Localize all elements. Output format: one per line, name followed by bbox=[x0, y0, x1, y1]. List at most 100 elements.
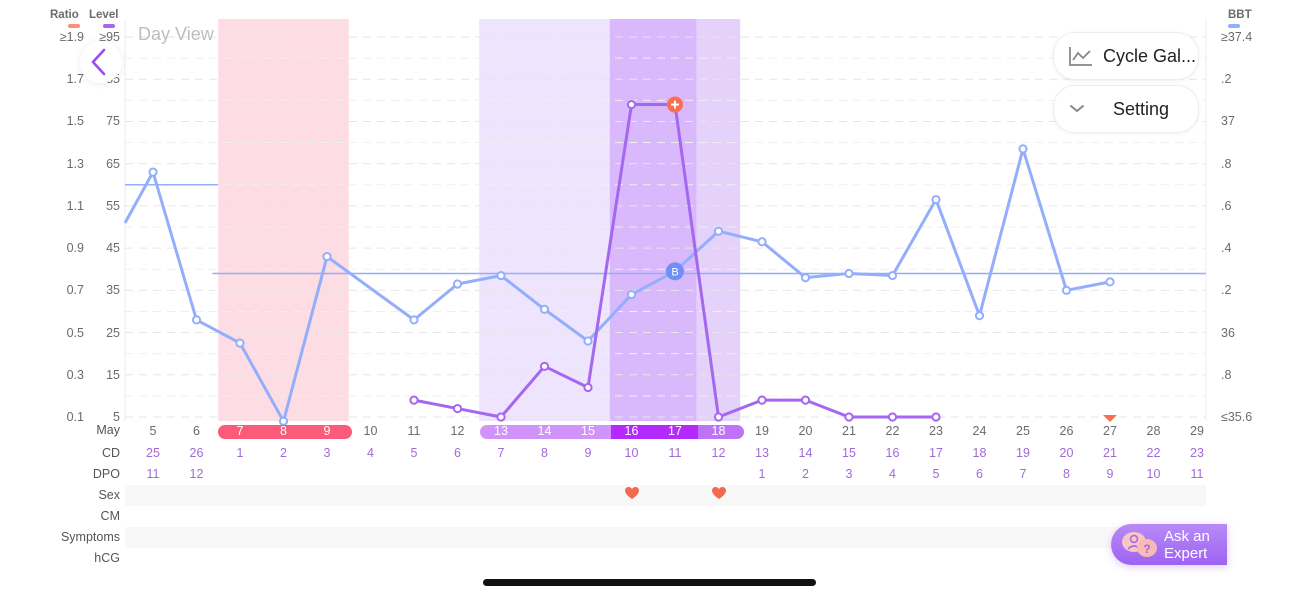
bbt-axis-title: BBT bbox=[1228, 9, 1252, 21]
date-cell[interactable]: 15 bbox=[581, 424, 595, 438]
date-cell[interactable]: 24 bbox=[972, 424, 987, 438]
bbt-point[interactable] bbox=[1105, 277, 1115, 287]
bbt-point[interactable] bbox=[322, 251, 332, 262]
date-cell[interactable]: 19 bbox=[755, 424, 769, 438]
bbt-point[interactable] bbox=[452, 279, 463, 289]
lh-point[interactable] bbox=[496, 412, 506, 422]
date-cell[interactable]: 18 bbox=[711, 424, 726, 438]
date-cell[interactable]: 23 bbox=[929, 424, 943, 438]
month-label: May bbox=[96, 423, 120, 437]
bbt-point[interactable] bbox=[844, 268, 854, 279]
date-cell[interactable]: 5 bbox=[149, 424, 157, 438]
lh-point[interactable] bbox=[757, 395, 767, 405]
date-cell[interactable]: 17 bbox=[668, 424, 682, 438]
bbt-point[interactable] bbox=[713, 226, 724, 236]
symptoms-label: Symptoms bbox=[60, 530, 120, 544]
svg-text:B: B bbox=[671, 266, 678, 278]
bbt-tick-label: ≥37.4 bbox=[1221, 30, 1253, 44]
level-axis-title: Level bbox=[89, 9, 119, 21]
date-cell[interactable]: 12 bbox=[450, 424, 465, 438]
date-cell[interactable]: 25 bbox=[1016, 424, 1030, 438]
bbt-point[interactable] bbox=[235, 338, 245, 348]
date-cell[interactable]: 10 bbox=[363, 424, 378, 438]
ask-expert-button[interactable]: ? Ask an Expert bbox=[1111, 524, 1227, 565]
dpo-cell: 6 bbox=[976, 467, 983, 481]
cycle-day-cell: 7 bbox=[497, 446, 505, 460]
bbt-point[interactable] bbox=[800, 273, 811, 283]
bbt-point[interactable] bbox=[496, 270, 506, 281]
ratio-tick-label: 0.9 bbox=[66, 241, 84, 256]
chat-bubbles-icon: ? bbox=[1122, 532, 1157, 557]
bbt-point[interactable] bbox=[539, 304, 550, 314]
lh-point[interactable] bbox=[713, 412, 724, 422]
bbt-point[interactable] bbox=[583, 336, 593, 346]
bbt-point[interactable] bbox=[757, 237, 767, 247]
lh-peak-marker[interactable] bbox=[667, 96, 683, 113]
lh-point[interactable] bbox=[409, 395, 419, 405]
lh-point[interactable] bbox=[583, 382, 593, 393]
lh-point[interactable] bbox=[931, 412, 941, 422]
back-button[interactable] bbox=[80, 41, 122, 83]
lh-point[interactable] bbox=[539, 361, 550, 371]
cycle-day-cell: 10 bbox=[624, 446, 639, 460]
dpo-label: DPO bbox=[92, 467, 120, 481]
date-cell[interactable]: 6 bbox=[193, 424, 200, 438]
date-cell[interactable]: 13 bbox=[494, 424, 508, 438]
dpo-cell: 11 bbox=[146, 467, 160, 481]
bbt-point[interactable] bbox=[974, 311, 985, 321]
level-tick-label: ≥95 bbox=[99, 30, 120, 44]
lh-point[interactable] bbox=[626, 99, 637, 110]
late-fertile-pill bbox=[698, 425, 744, 439]
bbt-point[interactable] bbox=[1061, 285, 1072, 295]
bbt-point[interactable] bbox=[931, 194, 941, 205]
chevron-left-icon bbox=[91, 48, 106, 76]
date-cell[interactable]: 16 bbox=[624, 424, 639, 438]
lh-point[interactable] bbox=[452, 403, 463, 414]
ratio-tick-label: 0.1 bbox=[66, 410, 84, 424]
date-cell[interactable]: 28 bbox=[1146, 424, 1161, 438]
lh-point[interactable] bbox=[844, 412, 854, 422]
date-cell[interactable]: 22 bbox=[885, 424, 900, 438]
date-cell[interactable]: 14 bbox=[537, 424, 552, 438]
peak-band bbox=[609, 19, 697, 421]
dpo-cell: 7 bbox=[1019, 467, 1027, 481]
date-cell[interactable]: 21 bbox=[842, 424, 856, 438]
bbt-point[interactable] bbox=[191, 315, 202, 325]
date-cell[interactable]: 27 bbox=[1103, 424, 1117, 438]
date-cell[interactable]: 11 bbox=[407, 424, 421, 438]
date-cell[interactable]: 29 bbox=[1190, 424, 1204, 438]
date-cell[interactable]: 9 bbox=[323, 424, 331, 438]
date-cell[interactable]: 26 bbox=[1059, 424, 1074, 438]
home-indicator[interactable] bbox=[483, 579, 816, 586]
date-cell[interactable]: 8 bbox=[280, 424, 287, 438]
period-forecast-triangle-icon bbox=[1103, 415, 1117, 422]
cycle-gallery-button[interactable]: Cycle Gal... bbox=[1053, 32, 1199, 80]
setting-button[interactable]: Setting bbox=[1053, 85, 1199, 133]
cycle-gallery-label: Cycle Gal... bbox=[1103, 45, 1197, 66]
cycle-day-cell: 17 bbox=[929, 446, 943, 460]
level-tick-label: 5 bbox=[113, 410, 120, 424]
date-cell[interactable]: 7 bbox=[236, 424, 244, 438]
fertile-days-pill bbox=[480, 425, 611, 439]
ovulation-b-marker[interactable]: B bbox=[666, 262, 684, 281]
heart-icon[interactable] bbox=[711, 486, 727, 500]
bbt-point[interactable] bbox=[278, 416, 289, 426]
bbt-point[interactable] bbox=[409, 315, 419, 325]
cycle-day-cell: 8 bbox=[541, 446, 548, 460]
cycle-day-cell: 22 bbox=[1146, 446, 1161, 460]
bbt-point[interactable] bbox=[626, 289, 637, 300]
cycle-day-cell: 14 bbox=[798, 446, 813, 460]
bbt-point[interactable] bbox=[148, 167, 158, 177]
date-cell[interactable]: 20 bbox=[798, 424, 813, 438]
heart-icon[interactable] bbox=[624, 486, 640, 500]
ratio-tick-label: 1.3 bbox=[66, 156, 84, 171]
lh-point[interactable] bbox=[800, 395, 811, 405]
fertility-chart[interactable]: B bbox=[0, 0, 1298, 440]
lh-point[interactable] bbox=[887, 412, 898, 422]
grid-lines bbox=[125, 36, 1206, 418]
ratio-tick-label: 1.1 bbox=[66, 198, 84, 213]
bbt-tick-label: .8 bbox=[1221, 156, 1232, 171]
bbt-point[interactable] bbox=[1018, 144, 1028, 154]
period-days-pill bbox=[218, 425, 352, 439]
bbt-point[interactable] bbox=[887, 270, 898, 281]
